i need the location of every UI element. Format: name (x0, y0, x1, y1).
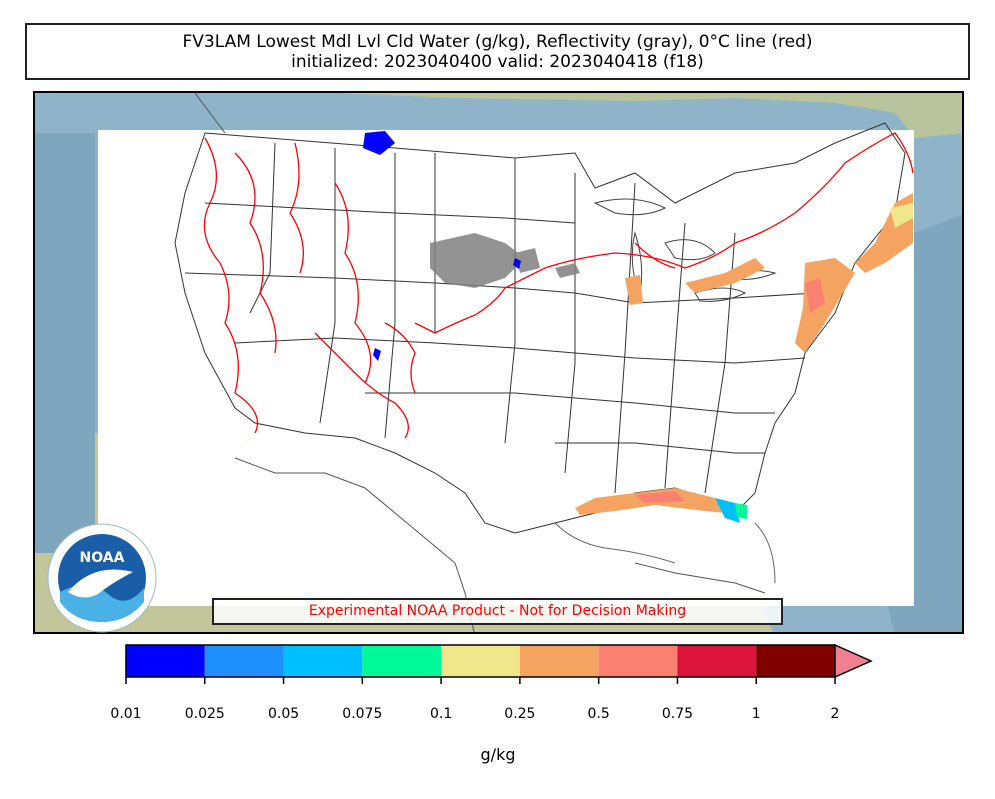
colorbar-tick-label: 0.075 (342, 706, 383, 722)
freezing-line (203, 132, 914, 439)
map-panel (33, 91, 964, 634)
cloud-water-blue (363, 131, 521, 361)
colorbar-tick-label: 1 (751, 706, 761, 722)
colorbar-unit-label: g/kg (480, 745, 516, 764)
colorbar-tick-label: 0.5 (587, 706, 610, 722)
colorbar-tick-label: 0.1 (429, 706, 453, 722)
pacific-water (35, 133, 95, 553)
colorbar-segment (756, 645, 835, 677)
colorbar-extend-arrow (834, 644, 873, 679)
model-domain (98, 130, 914, 606)
noaa-logo-icon: NOAA (38, 522, 166, 634)
colorbar-tick-label: 0.05 (267, 706, 300, 722)
disclaimer-label: Experimental NOAA Product - Not for Deci… (212, 598, 783, 625)
logo-text: NOAA (80, 550, 125, 566)
colorbar-ticks (125, 677, 836, 684)
colorbar-tick-label: 0.01 (110, 706, 142, 722)
colorbar-segment (126, 645, 205, 677)
colorbar-tick-label: 0.75 (661, 706, 694, 722)
colorbar-segment (362, 645, 442, 677)
title-line-1: FV3LAM Lowest Mdl Lvl Cld Water (g/kg), … (182, 32, 813, 52)
colorbar-segment (441, 645, 520, 677)
colorbar-segment (677, 645, 757, 677)
state-boundaries (174, 122, 906, 534)
colorbar-segment (598, 645, 678, 677)
country-borders-outside (194, 93, 766, 632)
title-line-2: initialized: 2023040400 valid: 202304041… (291, 52, 704, 72)
figure-title: FV3LAM Lowest Mdl Lvl Cld Water (g/kg), … (25, 23, 970, 80)
colorbar-segments (125, 644, 836, 678)
colorbar-tick-label: 2 (830, 706, 840, 722)
map-canvas (35, 93, 962, 632)
colorbar-segment (283, 645, 363, 677)
colorbar-tick-label: 0.25 (504, 706, 536, 722)
colorbar-segment (204, 645, 284, 677)
colorbar-tick-label: 0.025 (184, 706, 225, 722)
colorbar (125, 644, 873, 684)
coastlines (554, 522, 776, 584)
colorbar-segment (519, 645, 599, 677)
canada-land (35, 93, 962, 138)
reflectivity-patches (430, 233, 580, 288)
cloud-water-coastal (575, 193, 913, 523)
